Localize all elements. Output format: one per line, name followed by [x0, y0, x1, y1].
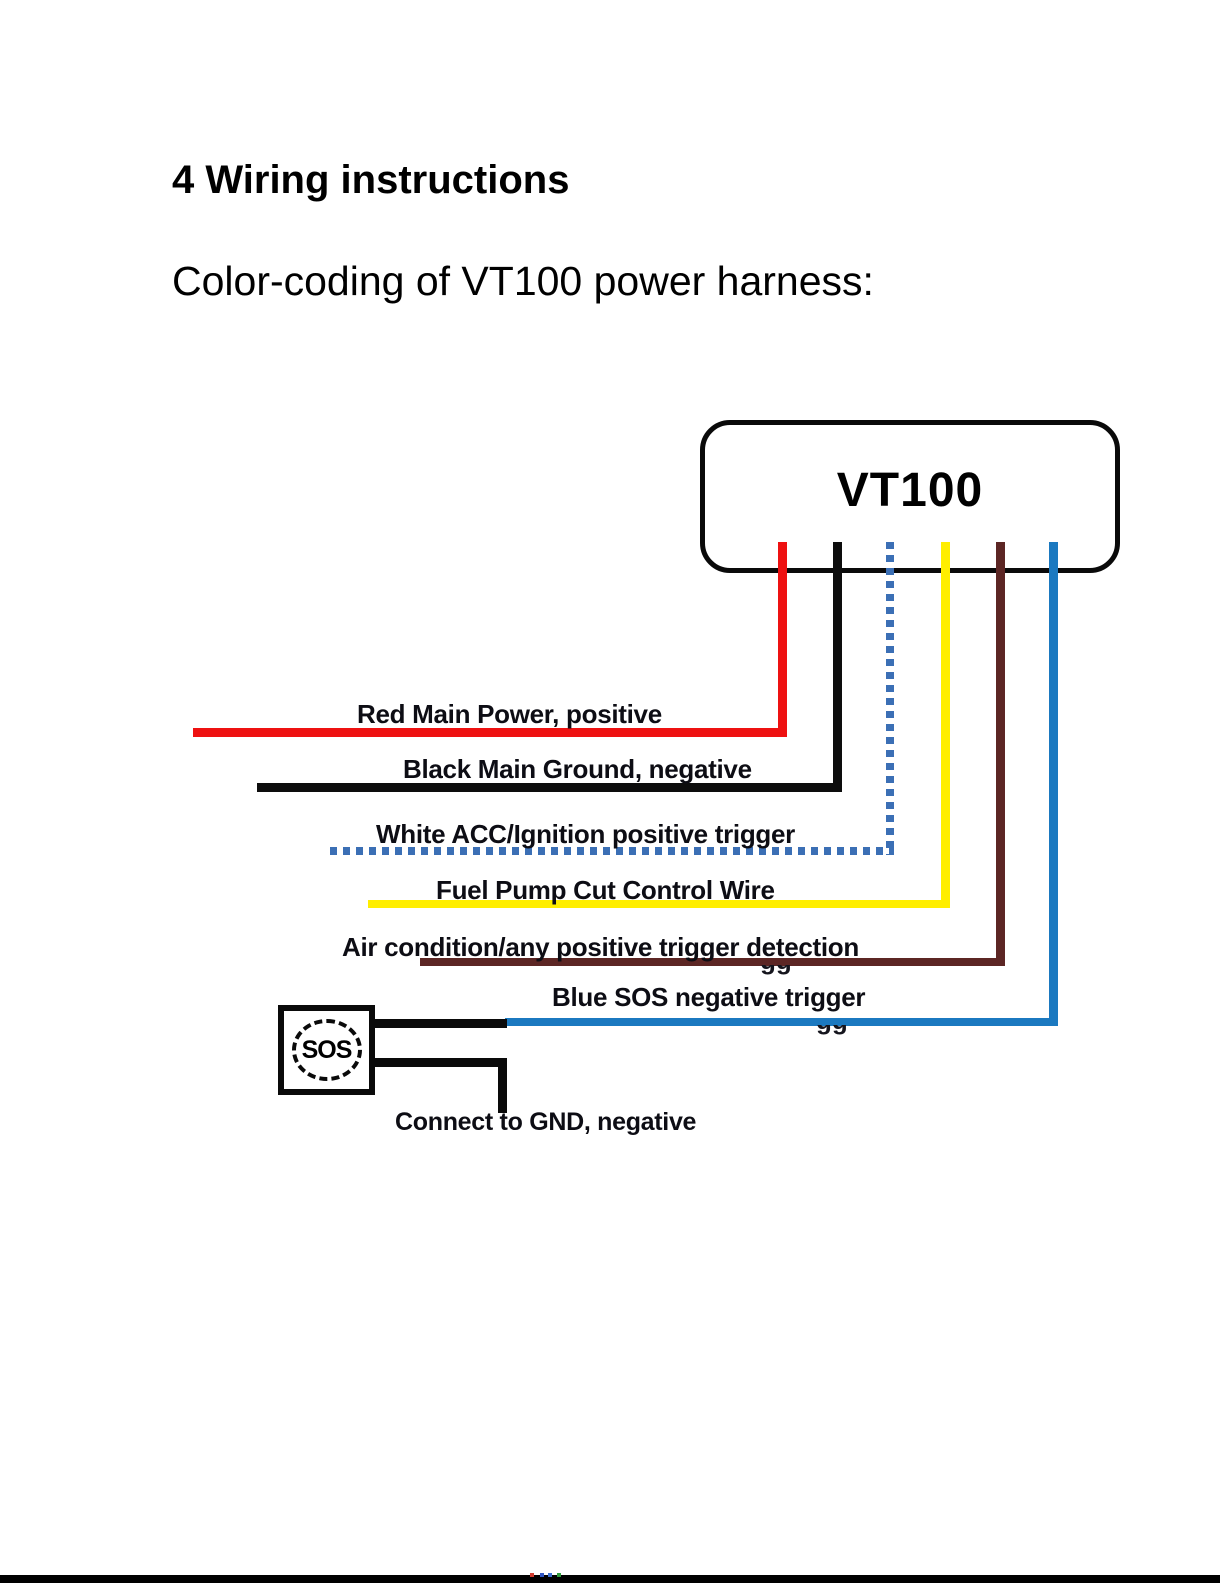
brown-wire-horizontal [420, 958, 1005, 966]
red-wire-label: Red Main Power, positive [357, 699, 662, 729]
yellow-wire-label: Fuel Pump Cut Control Wire [436, 875, 775, 905]
sos-button-icon: SOS [291, 1019, 362, 1081]
red-wire-vertical [778, 542, 787, 737]
black-wire-label: Black Main Ground, negative [403, 754, 752, 784]
vt100-device-box: VT100 [700, 420, 1120, 573]
pixel-artifact [557, 1573, 561, 1577]
sos-gnd-wire-horizontal [373, 1058, 507, 1067]
sos-button-label: SOS [301, 1035, 353, 1064]
pixel-artifact [530, 1573, 534, 1577]
blue-wire-horizontal [505, 1018, 1058, 1026]
blue-wire-label: Blue SOS negative trigger [552, 982, 866, 1012]
yellow-wire-vertical [941, 542, 950, 908]
red-wire-horizontal [193, 728, 787, 737]
pixel-artifact [548, 1573, 552, 1577]
white-wire-horizontal [330, 847, 894, 855]
black-wire-vertical [833, 542, 842, 792]
white-wire-label: White ACC/Ignition positive trigger [376, 819, 795, 849]
bottom-edge-bar [0, 1575, 1220, 1583]
intro-text: Color-coding of VT100 power harness: [172, 258, 874, 304]
sos-button-box: SOS [278, 1005, 375, 1095]
ghost-text-artifact: gg [760, 965, 810, 976]
blue-wire-vertical [1049, 542, 1058, 1026]
vt100-device-label: VT100 [836, 464, 984, 517]
yellow-wire-horizontal [368, 900, 950, 908]
sos-wire-to-blue [373, 1019, 507, 1028]
brown-wire-label: Air condition/any positive trigger detec… [342, 932, 859, 962]
pixel-artifact [540, 1573, 544, 1577]
white-wire-vertical [886, 542, 894, 855]
gnd-wire-label: Connect to GND, negative [395, 1108, 697, 1136]
black-wire-horizontal [257, 783, 842, 792]
sos-gnd-wire-vertical [498, 1058, 507, 1113]
ghost-text-artifact: gg [816, 1025, 866, 1036]
section-heading: 4 Wiring instructions [172, 158, 570, 202]
brown-wire-vertical [996, 542, 1005, 966]
